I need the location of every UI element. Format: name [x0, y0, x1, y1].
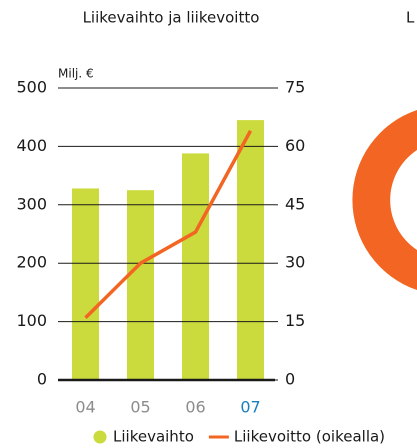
bar — [72, 188, 99, 380]
bar — [182, 153, 209, 380]
y-tick-label: 400 — [16, 136, 47, 155]
y2-tick-label: 30 — [285, 253, 305, 272]
legend-label: Liikevoitto (oikealla) — [234, 428, 385, 446]
y-tick-label: 200 — [16, 253, 47, 272]
bar — [127, 190, 154, 380]
chart-title: Liikevaihto ja liikevoitto — [83, 9, 260, 27]
y2-tick-label: 0 — [285, 370, 295, 389]
y2-tick-label: 75 — [285, 78, 305, 97]
y2-tick-label: 15 — [285, 311, 305, 330]
line — [84, 129, 253, 319]
y2-tick-label: 45 — [285, 194, 305, 213]
y-tick-label: 500 — [16, 78, 47, 97]
y-tick-label: 0 — [37, 370, 47, 389]
legend-label: Liikevaihto — [113, 428, 194, 446]
x-tick-label: 06 — [185, 398, 205, 417]
y2-tick-label: 60 — [285, 136, 305, 155]
y-tick-label: 300 — [16, 194, 47, 213]
x-tick-label: 04 — [75, 398, 95, 417]
legend-swatch — [93, 430, 107, 444]
bar — [237, 120, 264, 381]
x-tick-label: 07 — [240, 398, 260, 417]
clipped-title: L — [406, 9, 415, 27]
clipped-donut — [352, 110, 417, 290]
y-tick-label: 100 — [16, 311, 47, 330]
unit-label: Milj. € — [58, 67, 94, 81]
x-tick-label: 05 — [130, 398, 150, 417]
